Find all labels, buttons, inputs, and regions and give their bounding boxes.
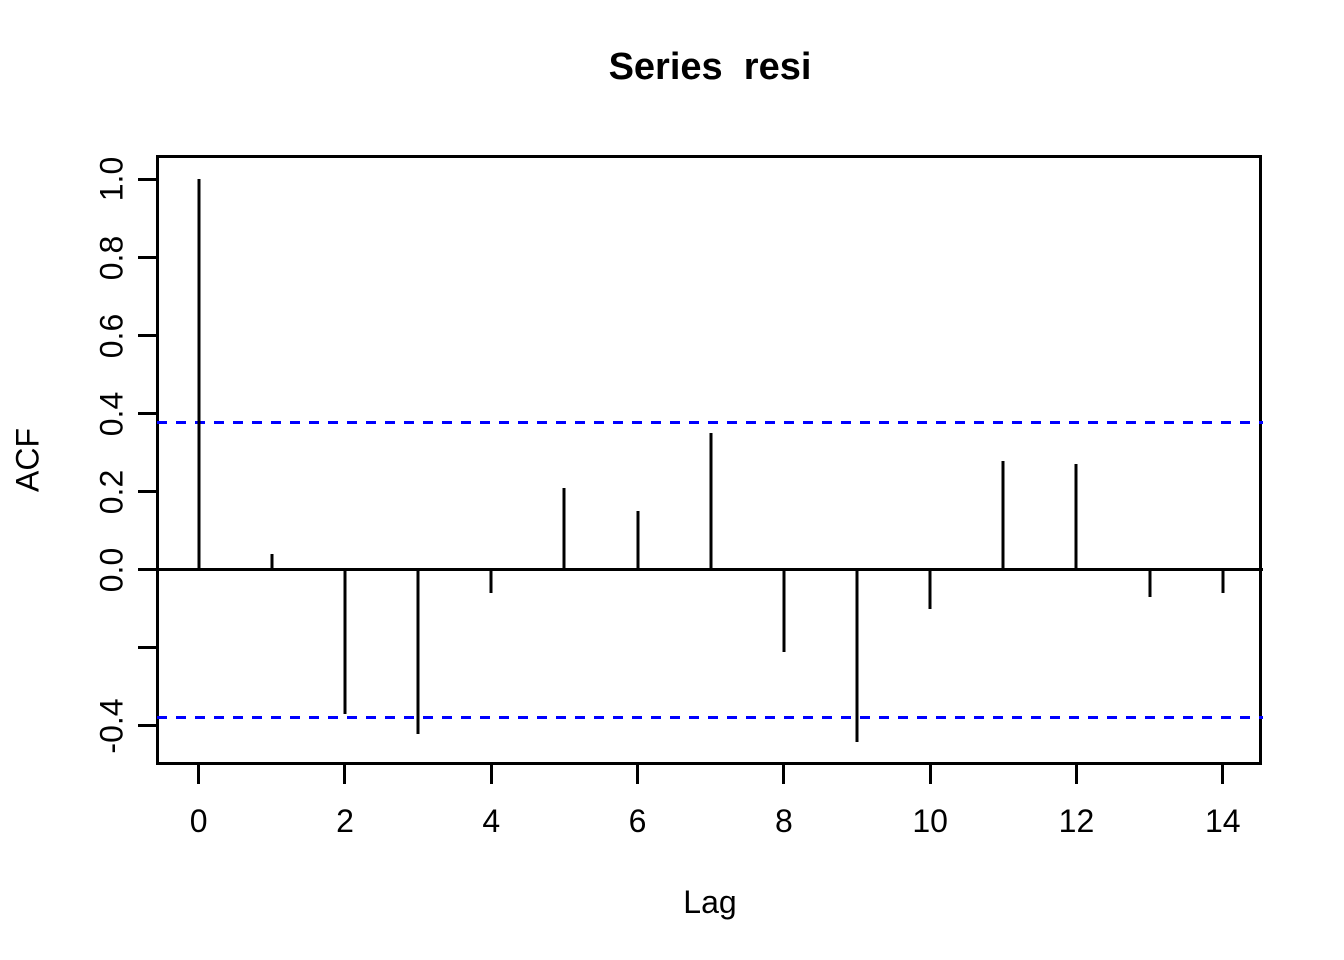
acf-bar bbox=[489, 569, 493, 594]
acf-bar bbox=[416, 569, 420, 734]
acf-bar bbox=[709, 433, 713, 570]
x-tick-label: 2 bbox=[336, 803, 354, 839]
acf-bar bbox=[782, 569, 786, 652]
confidence-line-lower bbox=[157, 715, 1263, 719]
x-tick-label: 0 bbox=[189, 803, 208, 839]
plot-area bbox=[156, 155, 1262, 765]
x-tick bbox=[1221, 765, 1225, 784]
acf-bar bbox=[1001, 460, 1005, 570]
x-tick bbox=[1074, 765, 1078, 784]
y-tick-label: 0.0 bbox=[93, 547, 130, 593]
y-tick-label: 0.8 bbox=[93, 235, 130, 280]
y-tick-label: 0.2 bbox=[93, 469, 130, 514]
acf-bar bbox=[1221, 569, 1225, 594]
y-tick bbox=[138, 334, 157, 338]
acf-bar bbox=[562, 487, 566, 570]
x-tick-label: 8 bbox=[774, 803, 793, 839]
x-tick bbox=[636, 765, 640, 784]
y-tick bbox=[138, 177, 157, 181]
acf-bar bbox=[928, 569, 932, 609]
y-tick bbox=[138, 412, 157, 416]
y-tick bbox=[138, 724, 157, 728]
x-tick-label: 14 bbox=[1204, 803, 1241, 839]
x-tick-label: 6 bbox=[628, 803, 647, 839]
y-tick-label: -0.4 bbox=[93, 698, 130, 754]
acf-bar bbox=[1074, 464, 1078, 570]
x-axis-label: Lag bbox=[683, 884, 737, 920]
x-tick-label: 10 bbox=[912, 803, 948, 839]
y-tick-label: 0.6 bbox=[93, 313, 130, 358]
y-tick-label: 0.4 bbox=[93, 391, 130, 436]
x-tick bbox=[782, 765, 786, 784]
x-tick bbox=[928, 765, 932, 784]
y-tick bbox=[138, 490, 157, 494]
y-tick bbox=[138, 568, 157, 572]
y-tick-label: 1.0 bbox=[93, 157, 130, 202]
acf-bar bbox=[636, 511, 640, 570]
zero-reference-line bbox=[157, 568, 1263, 572]
x-tick bbox=[197, 765, 201, 784]
acf-bar bbox=[855, 569, 859, 742]
acf-bar bbox=[1148, 569, 1152, 598]
acf-bar bbox=[197, 179, 201, 570]
acf-bar bbox=[343, 569, 347, 715]
x-tick bbox=[343, 765, 347, 784]
plot-title: Series resi bbox=[608, 46, 812, 88]
x-tick-label: 4 bbox=[482, 803, 501, 839]
y-tick bbox=[138, 256, 157, 259]
acf-bar bbox=[270, 554, 274, 570]
y-axis-label: ACF bbox=[9, 428, 46, 492]
y-tick bbox=[138, 646, 157, 650]
x-tick bbox=[489, 765, 493, 784]
x-tick-label: 12 bbox=[1058, 803, 1095, 839]
confidence-line-upper bbox=[157, 420, 1263, 424]
